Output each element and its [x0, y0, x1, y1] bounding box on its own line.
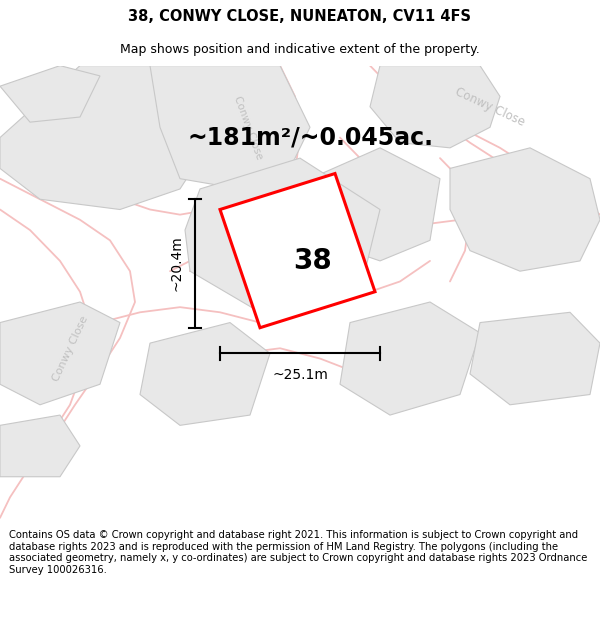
- Text: Conwy Close: Conwy Close: [453, 85, 527, 129]
- Polygon shape: [450, 148, 600, 271]
- Text: ~25.1m: ~25.1m: [272, 368, 328, 382]
- Text: Map shows position and indicative extent of the property.: Map shows position and indicative extent…: [120, 42, 480, 56]
- Text: 38: 38: [293, 247, 332, 275]
- Text: Conwy Close: Conwy Close: [50, 314, 89, 382]
- Polygon shape: [0, 66, 100, 122]
- Polygon shape: [185, 158, 380, 312]
- Polygon shape: [220, 174, 375, 328]
- Text: 38, CONWY CLOSE, NUNEATON, CV11 4FS: 38, CONWY CLOSE, NUNEATON, CV11 4FS: [128, 9, 472, 24]
- Polygon shape: [0, 66, 220, 209]
- Polygon shape: [0, 302, 120, 405]
- Polygon shape: [300, 148, 440, 261]
- Text: Conwy Close: Conwy Close: [232, 94, 264, 161]
- Text: ~20.4m: ~20.4m: [169, 236, 183, 291]
- Text: ~181m²/~0.045ac.: ~181m²/~0.045ac.: [187, 126, 433, 149]
- Polygon shape: [370, 66, 500, 148]
- Polygon shape: [140, 322, 270, 426]
- Polygon shape: [150, 66, 310, 189]
- Polygon shape: [0, 415, 80, 477]
- Polygon shape: [470, 312, 600, 405]
- Polygon shape: [340, 302, 480, 415]
- Text: Contains OS data © Crown copyright and database right 2021. This information is : Contains OS data © Crown copyright and d…: [9, 530, 587, 575]
